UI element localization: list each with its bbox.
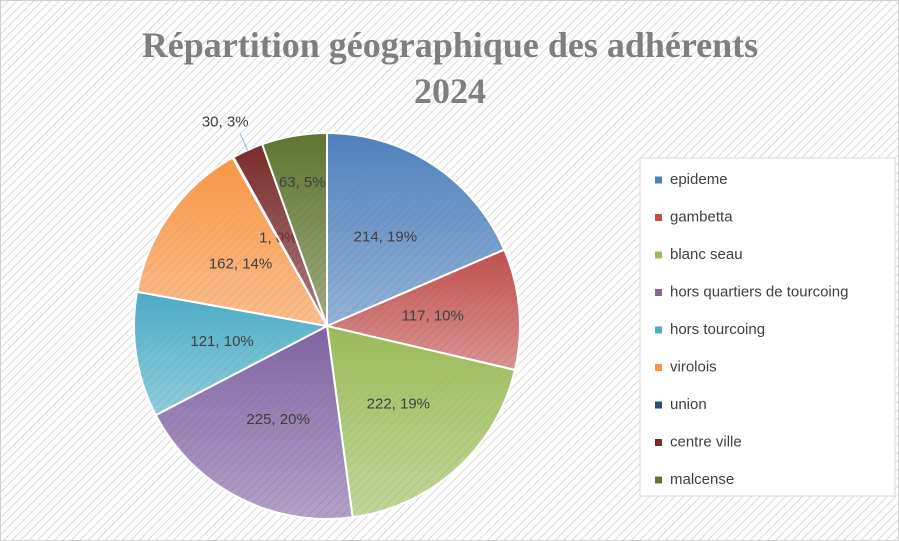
legend-box — [639, 157, 896, 497]
legend-marker — [655, 326, 662, 334]
data-label: 222, 19% — [367, 396, 430, 413]
data-label: 121, 10% — [190, 333, 253, 350]
pie-slice — [154, 324, 354, 520]
legend-marker — [655, 476, 662, 484]
pie-slice — [135, 156, 329, 328]
pie-slice — [260, 131, 328, 327]
legend-marker — [655, 364, 662, 371]
leader-line — [239, 133, 248, 151]
legend-label: hors quartiers de tourcoing — [670, 283, 848, 300]
legend-label: epideme — [670, 171, 728, 188]
legend-label: gambetta — [670, 208, 733, 225]
legend-marker — [655, 289, 662, 296]
legend-marker — [655, 251, 662, 259]
legend-label: malcense — [670, 471, 734, 488]
pie-slice — [133, 290, 331, 417]
legend-label: blanc seau — [670, 246, 743, 263]
legend-marker — [655, 401, 662, 409]
legend-label: virolois — [670, 358, 717, 375]
legend-marker — [655, 439, 662, 446]
data-label: 30, 3% — [202, 114, 249, 131]
legend-marker — [655, 214, 662, 221]
legend-label: union — [670, 396, 707, 413]
legend-marker — [655, 176, 662, 184]
pie-slice — [325, 324, 517, 519]
data-label: 225, 20% — [246, 411, 309, 428]
data-label: 162, 14% — [209, 255, 272, 272]
pie-slice — [326, 131, 506, 328]
chart-title: Répartition géographique des adhérents 2… — [141, 25, 759, 111]
data-label: 117, 10% — [402, 308, 464, 325]
legend-label: centre ville — [670, 433, 742, 450]
data-label: 63, 5% — [279, 174, 326, 191]
pie-slice — [323, 248, 521, 372]
legend-label: hors tourcoing — [670, 321, 765, 338]
data-label: 214, 19% — [354, 228, 417, 245]
